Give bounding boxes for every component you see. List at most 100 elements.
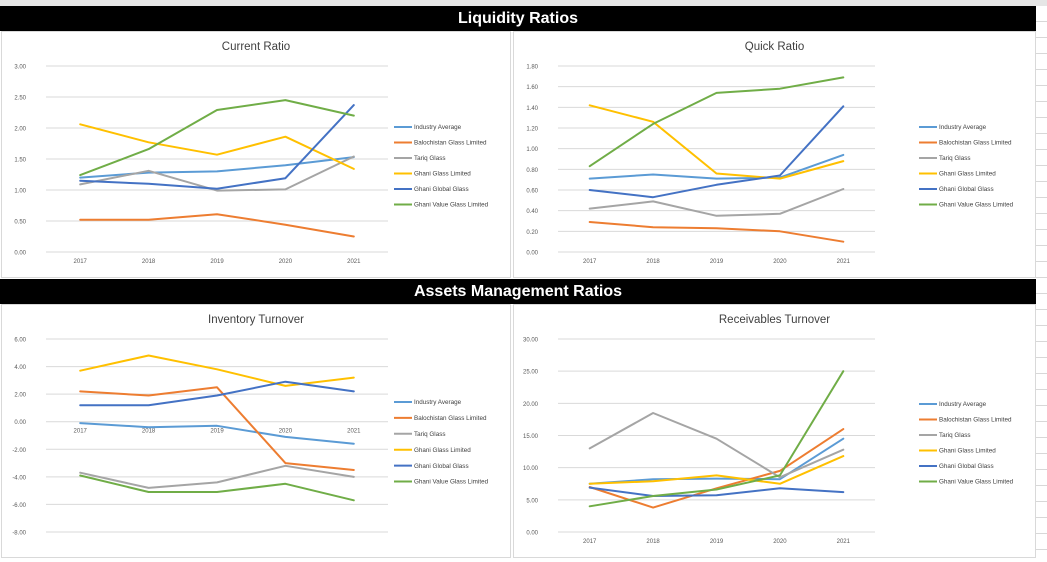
legend-label: Ghani Glass Limited [414,447,471,454]
y-tick-label: 30.00 [523,338,539,344]
legend-label: Ghani Value Glass Limited [414,202,489,209]
y-tick-label: 0.00 [14,251,26,257]
y-tick-label: 1.20 [526,127,538,133]
y-tick-label: 0.50 [14,220,26,226]
receivables-turnover-chart[interactable]: Receivables Turnover 0.00 5.00 10.00 15.00 20… [513,304,1036,558]
series-line-tariq-glass [79,464,355,489]
y-tick-label: 1.50 [14,158,26,164]
y-tick-label: 1.60 [526,85,538,91]
x-tick-label: 2017 [583,259,597,265]
quick-ratio-chart[interactable]: Quick Ratio 0.00 0.20 0.40 0.60 0.80 1.00 1.20 1… [513,31,1036,278]
y-tick-label: 1.40 [526,106,538,112]
y-tick-label: 1.00 [526,147,538,153]
chart-title: Current Ratio [222,41,290,53]
y-tick-label: 2.00 [14,127,26,133]
legend-label: Industry Average [414,399,462,406]
y-tick-label: 10.00 [523,466,539,472]
series-line-tariq-glass [588,412,845,479]
assets-section-title: Assets Management Ratios [413,283,623,300]
series-line-ghani-glass-limited [79,123,355,170]
series-line-balochistan-glass-limited [588,221,845,243]
inventory-turnover-svg: Inventory Turnover -8.00 -6.00 -4.00 -2.00 0.… [12,314,489,537]
current-ratio-chart[interactable]: Current Ratio 0.00 0.50 1.00 1.50 2.00 2.50 3.0… [1,31,511,278]
x-tick-label: 2019 [210,259,224,265]
x-tick-label: 2019 [710,259,724,265]
x-tick-label: 2021 [347,259,361,265]
x-tick-label: 2019 [210,429,224,435]
series-line-ghani-global-glass [79,104,355,190]
x-tick-label: 2018 [142,429,156,435]
y-tick-label: 5.00 [526,498,538,504]
x-tick-label: 2020 [773,539,787,545]
y-tick-label: -4.00 [12,475,26,481]
series-line-tariq-glass [588,188,845,217]
series-line-ghani-value-glass-limited [79,99,355,177]
legend-label: Balochistan Glass Limited [414,140,487,147]
series-line-balochistan-glass-limited [79,386,355,471]
quick-ratio-svg: Quick Ratio 0.00 0.20 0.40 0.60 0.80 1.00 1.20 1… [526,41,1014,265]
y-tick-label: 1.00 [14,189,26,195]
y-tick-label: 1.80 [526,65,538,71]
y-tick-label: 4.00 [14,365,26,371]
series-line-balochistan-glass-limited [79,213,355,238]
legend-label: Ghani Value Glass Limited [939,202,1014,209]
y-tick-label: 0.00 [526,251,538,257]
y-tick-label: 25.00 [523,370,539,376]
y-tick-label: 0.00 [526,531,538,537]
series-line-ghani-glass-limited [588,104,845,180]
x-tick-label: 2017 [583,539,597,545]
legend-label: Ghani Value Glass Limited [939,479,1014,486]
x-tick-label: 2017 [74,429,88,435]
x-tick-label: 2020 [773,259,787,265]
spreadsheet-grid-edge [1036,6,1047,558]
series-line-industry-average [588,153,845,180]
chart-title: Inventory Turnover [208,314,304,326]
legend-label: Ghani Glass Limited [939,448,996,455]
y-tick-label: 6.00 [14,338,26,344]
series-line-industry-average [79,156,355,179]
legend-label: Industry Average [414,124,462,131]
series-line-ghani-glass-limited [79,354,355,387]
legend-label: Ghani Global Glass [939,186,994,193]
series-line-balochistan-glass-limited [588,428,845,509]
series-line-ghani-value-glass-limited [588,370,845,508]
y-tick-label: 0.00 [14,420,26,426]
y-tick-label: 2.50 [14,96,26,102]
x-tick-label: 2019 [710,539,724,545]
legend-label: Ghani Glass Limited [414,171,471,178]
series-line-ghani-global-glass [588,486,845,497]
x-tick-label: 2018 [646,259,660,265]
legend-label: Balochistan Glass Limited [414,415,487,422]
x-tick-label: 2017 [74,259,88,265]
legend-label: Ghani Global Glass [414,186,469,193]
inventory-turnover-chart[interactable]: Inventory Turnover -8.00 -6.00 -4.00 -2.00 0.… [1,304,511,558]
series-line-tariq-glass [79,155,355,192]
receivables-turnover-svg: Receivables Turnover 0.00 5.00 10.00 15.00 20… [523,314,1014,545]
x-tick-label: 2020 [279,429,293,435]
y-tick-label: 2.00 [14,393,26,399]
series-line-ghani-global-glass [588,105,845,199]
chart-title: Quick Ratio [745,41,804,53]
y-tick-label: 15.00 [523,434,539,440]
x-tick-label: 2018 [646,539,660,545]
assets-section-header: Assets Management Ratios [0,279,1036,304]
series-line-industry-average [588,437,845,485]
series-line-ghani-value-glass-limited [79,474,355,502]
x-tick-label: 2018 [142,259,156,265]
legend-label: Ghani Global Glass [939,463,994,470]
y-tick-label: -2.00 [12,448,26,454]
legend-label: Tariq Glass [414,155,446,162]
legend-label: Tariq Glass [939,432,971,439]
legend-label: Tariq Glass [939,155,971,162]
legend-label: Ghani Value Glass Limited [414,479,489,486]
series-line-ghani-global-glass [79,380,355,407]
legend-label: Ghani Glass Limited [939,171,996,178]
x-tick-label: 2020 [279,259,293,265]
legend-label: Tariq Glass [414,431,446,438]
y-tick-label: 0.40 [526,209,538,215]
x-tick-label: 2021 [837,539,851,545]
legend-label: Industry Average [939,124,987,131]
legend-label: Ghani Global Glass [414,463,469,470]
y-tick-label: 3.00 [14,65,26,71]
y-tick-label: -6.00 [12,503,26,509]
